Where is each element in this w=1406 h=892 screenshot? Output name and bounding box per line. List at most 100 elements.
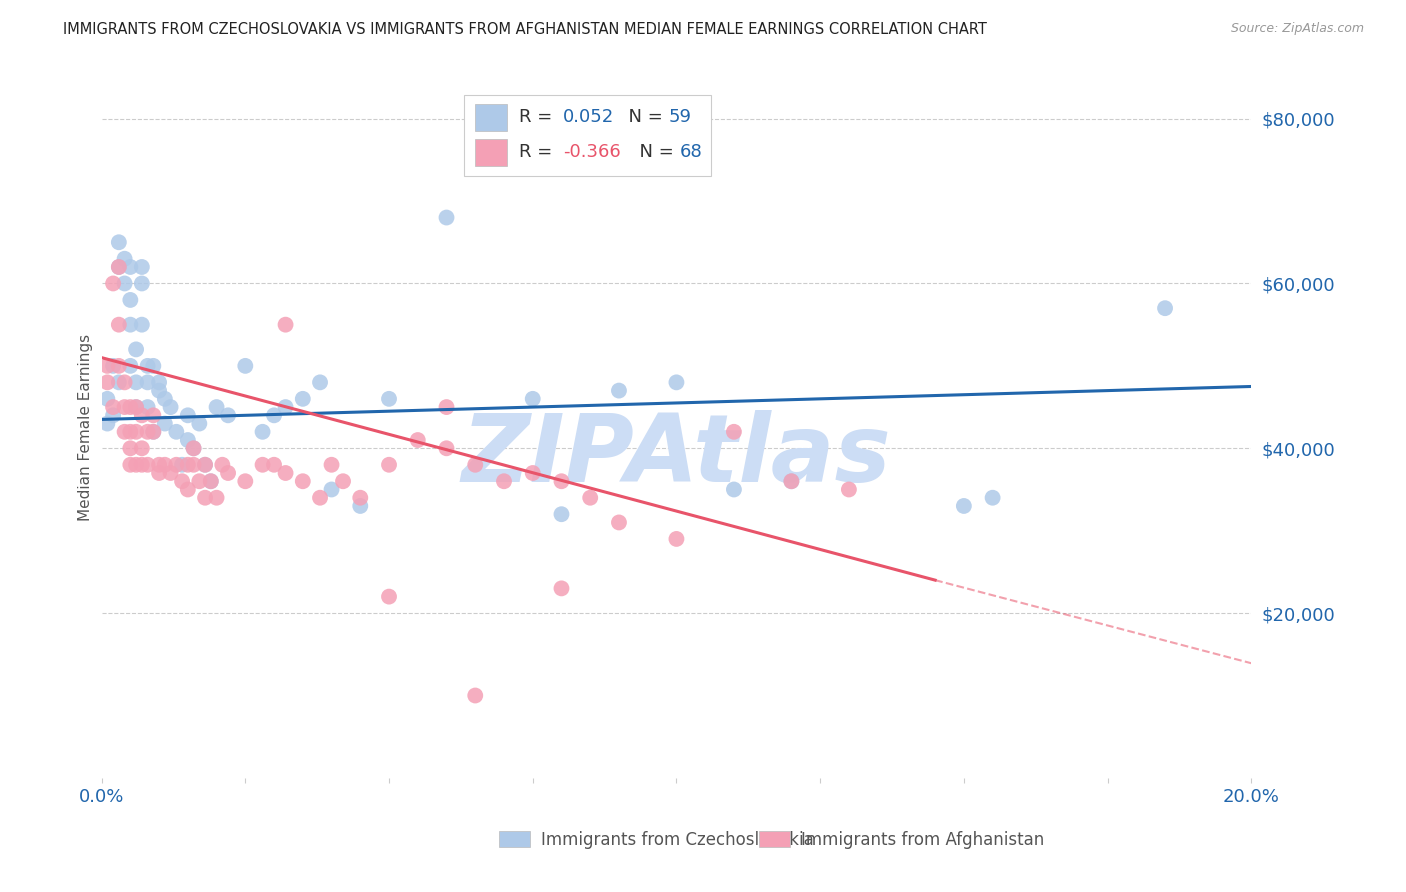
- Point: [165, 458, 187, 472]
- Text: R =: R =: [519, 144, 558, 161]
- Point: [838, 483, 860, 497]
- Point: [177, 433, 200, 447]
- Point: [217, 466, 239, 480]
- Point: [120, 400, 142, 414]
- Point: [101, 277, 124, 291]
- Point: [183, 442, 205, 456]
- Point: [309, 491, 332, 505]
- Text: N =: N =: [628, 144, 679, 161]
- Point: [291, 475, 314, 489]
- Point: [101, 400, 124, 414]
- Point: [108, 260, 131, 274]
- Point: [108, 235, 131, 250]
- Point: [233, 475, 256, 489]
- Point: [780, 475, 803, 489]
- Point: [172, 458, 194, 472]
- Point: [120, 293, 142, 307]
- Point: [108, 359, 131, 373]
- FancyBboxPatch shape: [475, 104, 508, 130]
- Point: [153, 417, 176, 431]
- Point: [148, 376, 170, 390]
- Point: [177, 458, 200, 472]
- Point: [136, 400, 159, 414]
- Point: [464, 458, 486, 472]
- Point: [120, 458, 142, 472]
- Point: [349, 499, 371, 513]
- Point: [159, 466, 181, 480]
- Point: [205, 491, 228, 505]
- Point: [96, 417, 118, 431]
- Point: [579, 491, 602, 505]
- Point: [120, 425, 142, 439]
- Point: [200, 475, 222, 489]
- Point: [125, 343, 148, 357]
- Point: [200, 475, 222, 489]
- Point: [194, 458, 217, 472]
- Point: [205, 400, 228, 414]
- Point: [108, 260, 131, 274]
- Point: [131, 409, 153, 423]
- Point: [125, 425, 148, 439]
- Point: [332, 475, 354, 489]
- Point: [120, 442, 142, 456]
- Point: [153, 392, 176, 406]
- Point: [252, 458, 274, 472]
- Point: [464, 689, 486, 703]
- Point: [148, 466, 170, 480]
- Point: [131, 277, 153, 291]
- Point: [148, 458, 170, 472]
- Point: [233, 359, 256, 373]
- Point: [522, 392, 544, 406]
- Point: [165, 425, 187, 439]
- Point: [177, 409, 200, 423]
- Point: [120, 359, 142, 373]
- Point: [148, 384, 170, 398]
- Point: [665, 532, 688, 546]
- Point: [321, 483, 343, 497]
- Point: [274, 318, 297, 332]
- Point: [136, 458, 159, 472]
- Point: [183, 442, 205, 456]
- Point: [125, 400, 148, 414]
- Point: [188, 475, 211, 489]
- Text: R =: R =: [519, 108, 558, 127]
- Point: [378, 392, 401, 406]
- Point: [96, 359, 118, 373]
- Point: [142, 409, 165, 423]
- Point: [550, 582, 572, 596]
- Point: [274, 400, 297, 414]
- Point: [194, 458, 217, 472]
- Point: [131, 260, 153, 274]
- Point: [436, 211, 458, 225]
- Point: [183, 458, 205, 472]
- Point: [406, 433, 429, 447]
- Point: [378, 590, 401, 604]
- Point: [723, 425, 745, 439]
- Point: [723, 483, 745, 497]
- Point: [981, 491, 1004, 505]
- Text: 59: 59: [668, 108, 692, 127]
- Point: [665, 376, 688, 390]
- Point: [142, 359, 165, 373]
- Text: -0.366: -0.366: [562, 144, 620, 161]
- Point: [136, 359, 159, 373]
- Point: [188, 417, 211, 431]
- Point: [309, 376, 332, 390]
- FancyBboxPatch shape: [464, 95, 711, 176]
- Text: N =: N =: [617, 108, 668, 127]
- Point: [131, 458, 153, 472]
- Point: [252, 425, 274, 439]
- Point: [101, 409, 124, 423]
- Point: [550, 507, 572, 521]
- Point: [172, 475, 194, 489]
- Point: [177, 483, 200, 497]
- Point: [492, 145, 515, 159]
- Point: [217, 409, 239, 423]
- Point: [136, 376, 159, 390]
- Point: [263, 409, 285, 423]
- Point: [436, 442, 458, 456]
- Point: [101, 359, 124, 373]
- Point: [263, 458, 285, 472]
- Point: [194, 491, 217, 505]
- Point: [142, 425, 165, 439]
